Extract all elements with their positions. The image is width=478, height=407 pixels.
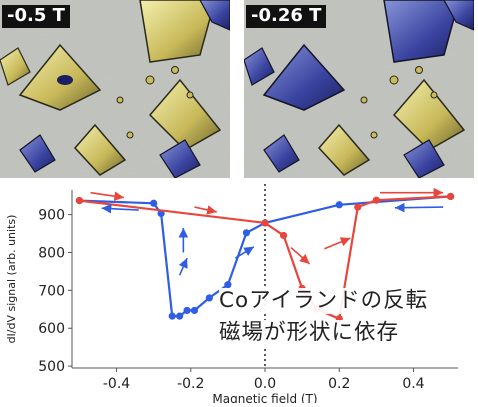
y-tick-label: 500 [38,359,65,375]
y-tick-label: 900 [38,208,65,224]
data-point [75,197,84,205]
field-label: -0.26 T [246,5,327,28]
direction-arrow [394,202,444,213]
data-point [224,281,232,289]
stm-image-left [0,0,230,178]
direction-arrow [324,237,351,250]
x-tick-label: 0.0 [254,376,276,392]
data-point [354,203,362,211]
x-tick-label: 0.4 [402,376,424,392]
direction-arrow [194,205,217,215]
data-point [242,229,251,237]
data-point [372,196,380,204]
data-point [335,201,343,209]
direction-arrow [290,246,311,265]
caption-line-1: Coアイランドの反転 [219,288,429,314]
direction-arrow [178,257,188,276]
field-label: -0.5 T [2,5,70,28]
data-point [205,294,213,302]
direction-arrow [234,246,255,259]
stm-image-minus-0-5T: -0.5 T [0,0,230,178]
direction-arrow [101,203,139,214]
y-tick-label: 800 [38,245,65,261]
direction-arrow [90,191,125,201]
caption-line-2: 磁場が形状に依存 [219,320,400,346]
x-axis-label: Magnetic field (T) [212,392,317,403]
x-tick-label: 0.2 [328,376,350,392]
x-tick-label: -0.2 [177,376,204,392]
y-axis-label: dI/dV signal (arb. units) [5,215,18,344]
data-point [183,306,191,315]
data-point [168,312,176,320]
y-tick-label: 600 [38,321,65,337]
y-tick-label: 700 [38,283,65,299]
data-point [279,231,288,240]
data-point [261,219,269,227]
stm-image-right [244,0,474,178]
stm-image-minus-0-26T: -0.26 T [244,0,474,178]
data-point [446,192,455,201]
x-tick-label: -0.4 [103,376,130,392]
data-point [190,306,199,315]
data-point [176,312,184,320]
data-point [150,199,158,207]
